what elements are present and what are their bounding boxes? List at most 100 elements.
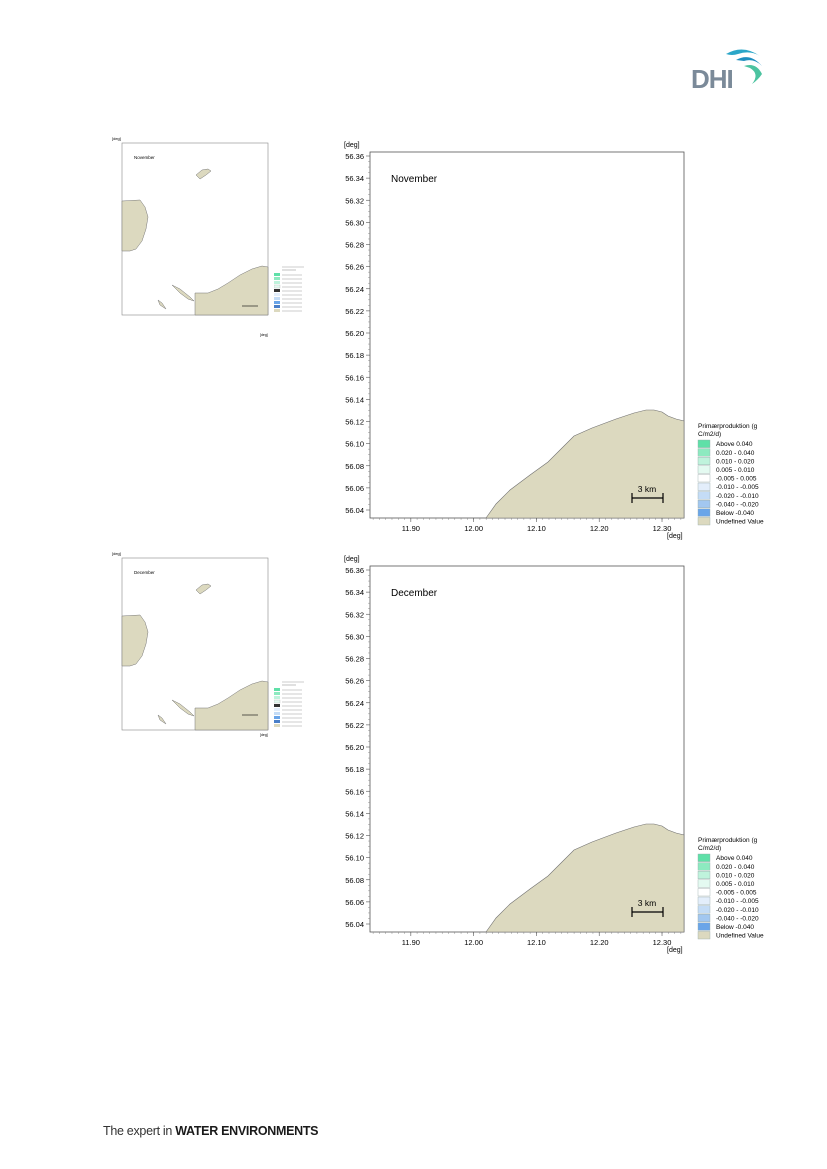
map-panel-november: [deg] November 3 km 56.36 56.34 56.32 56.30… bbox=[344, 142, 764, 540]
y-tick-label: 56.26 bbox=[345, 263, 364, 272]
legend: Primærproduktion (gC/m2/d) Above 0.040 0.0… bbox=[697, 423, 764, 526]
x-tick-label: 12.10 bbox=[527, 524, 546, 533]
legend-swatch bbox=[697, 517, 711, 526]
legend-label: Undefined Value bbox=[716, 519, 764, 526]
x-axis: 11.90 12.00 12.10 12.20 12.30 bbox=[372, 932, 682, 947]
legend-label: -0.020 - -0.010 bbox=[716, 907, 759, 914]
legend-swatch bbox=[697, 500, 711, 509]
legend-swatch bbox=[697, 871, 711, 880]
legend-label: 0.005 - 0.010 bbox=[716, 467, 755, 474]
y-tick-label: 56.20 bbox=[345, 329, 364, 338]
legend-title: C/m2/d) bbox=[698, 431, 721, 438]
scale-bar: 3 km bbox=[631, 898, 664, 917]
y-tick-label: 56.12 bbox=[345, 418, 364, 427]
y-tick-label: 56.16 bbox=[345, 373, 364, 382]
x-tick-label: 11.90 bbox=[402, 938, 420, 947]
legend: Primærproduktion (gC/m2/d) Above 0.040 0.0… bbox=[697, 837, 764, 940]
legend-label: Below -0.040 bbox=[716, 510, 754, 517]
y-tick-label: 56.22 bbox=[345, 721, 364, 730]
legend-swatch bbox=[697, 888, 711, 897]
legend-title: Primærproduktion (g bbox=[698, 837, 758, 844]
legend-label: -0.005 - 0.005 bbox=[716, 890, 757, 897]
y-tick-label: 56.26 bbox=[345, 677, 364, 686]
y-tick-label: 56.36 bbox=[345, 566, 364, 575]
y-axis-unit: [deg] bbox=[344, 556, 360, 563]
legend-swatch bbox=[697, 508, 711, 517]
y-axis: 56.36 56.34 56.32 56.30 56.28 56.26 56.24 56.22… bbox=[345, 566, 370, 929]
x-tick-label: 12.20 bbox=[590, 524, 609, 533]
land-area bbox=[485, 409, 685, 519]
legend-label: Above 0.040 bbox=[716, 855, 753, 862]
legend-label: -0.040 - -0.020 bbox=[716, 501, 759, 508]
y-tick-label: 56.14 bbox=[345, 809, 364, 818]
legend-label: -0.020 - -0.010 bbox=[716, 493, 759, 500]
y-tick-label: 56.10 bbox=[345, 440, 364, 449]
thumb-month: November bbox=[134, 155, 155, 160]
month-label: November bbox=[391, 174, 438, 185]
x-axis: 11.90 12.00 12.10 12.20 12.30 bbox=[372, 518, 682, 533]
x-tick-label: 12.20 bbox=[590, 938, 609, 947]
thumbnail-map-december: [deg] December [deg] bbox=[112, 551, 269, 737]
legend-swatch bbox=[697, 922, 711, 931]
y-tick-label: 56.30 bbox=[345, 218, 364, 227]
y-tick-label: 56.04 bbox=[345, 506, 364, 515]
y-tick-label: 56.22 bbox=[345, 307, 364, 316]
y-tick-label: 56.30 bbox=[345, 632, 364, 641]
thumb-deg-x: [deg] bbox=[260, 333, 268, 337]
legend-swatch bbox=[697, 931, 711, 940]
y-tick-label: 56.10 bbox=[345, 854, 364, 863]
legend-label: 0.010 - 0.020 bbox=[716, 458, 755, 465]
legend-label: 0.005 - 0.010 bbox=[716, 881, 755, 888]
x-axis-unit: [deg] bbox=[667, 533, 683, 540]
y-tick-label: 56.16 bbox=[345, 787, 364, 796]
scale-bar: 3 km bbox=[631, 484, 664, 503]
legend-swatch bbox=[697, 491, 711, 500]
legend-label: -0.010 - -0.005 bbox=[716, 898, 759, 905]
legend-label: -0.005 - 0.005 bbox=[716, 476, 757, 483]
legend-swatch bbox=[697, 474, 711, 483]
y-tick-label: 56.32 bbox=[345, 610, 364, 619]
legend-swatch bbox=[697, 853, 711, 862]
y-tick-label: 56.28 bbox=[345, 241, 364, 250]
thumb-deg-label: [deg] bbox=[112, 136, 121, 141]
legend-label: Below -0.040 bbox=[716, 924, 754, 931]
legend-swatch bbox=[697, 905, 711, 914]
thumb-deg-label: [deg] bbox=[112, 551, 121, 556]
legend-swatch bbox=[697, 879, 711, 888]
legend-swatch bbox=[697, 914, 711, 923]
y-tick-label: 56.18 bbox=[345, 351, 364, 360]
y-tick-label: 56.36 bbox=[345, 152, 364, 161]
dhi-logo: DHI bbox=[688, 44, 768, 96]
legend-swatch bbox=[697, 482, 711, 491]
legend-swatch bbox=[697, 896, 711, 905]
month-label: December bbox=[391, 588, 438, 599]
x-tick-label: 12.30 bbox=[653, 938, 672, 947]
thumb-deg-x: [deg] bbox=[260, 733, 268, 737]
legend-label: 0.010 - 0.020 bbox=[716, 872, 755, 879]
thumbnail-map-november: [deg] November [deg] bbox=[112, 136, 269, 337]
footer-bold: WATER ENVIRONMENTS bbox=[175, 1124, 319, 1138]
x-tick-label: 12.00 bbox=[464, 938, 483, 947]
thumbnail-legend-november bbox=[274, 266, 304, 312]
y-tick-label: 56.24 bbox=[345, 285, 364, 294]
y-tick-label: 56.34 bbox=[345, 174, 364, 183]
map-panel-december: [deg] December 3 km 56.36 56.34 56.32 56.30… bbox=[344, 556, 764, 954]
legend-label: 0.020 - 0.040 bbox=[716, 864, 755, 871]
legend-label: 0.020 - 0.040 bbox=[716, 450, 755, 457]
y-tick-label: 56.06 bbox=[345, 484, 364, 493]
legend-label: -0.010 - -0.005 bbox=[716, 484, 759, 491]
y-tick-label: 56.06 bbox=[345, 898, 364, 907]
legend-swatch bbox=[697, 448, 711, 457]
x-tick-label: 12.30 bbox=[653, 524, 672, 533]
legend-title: C/m2/d) bbox=[698, 845, 721, 852]
x-tick-label: 11.90 bbox=[402, 524, 420, 533]
legend-swatch bbox=[697, 457, 711, 466]
logo-text: DHI bbox=[691, 64, 734, 94]
thumbnail-legend-december bbox=[274, 681, 304, 727]
legend-swatch bbox=[697, 465, 711, 474]
x-axis-unit: [deg] bbox=[667, 947, 683, 954]
legend-title: Primærproduktion (g bbox=[698, 423, 758, 430]
y-axis: 56.36 56.34 56.32 56.30 56.28 56.26 56.24 56.22… bbox=[345, 152, 370, 515]
scale-bar-label: 3 km bbox=[638, 898, 656, 908]
thumb-month: December bbox=[134, 570, 155, 575]
